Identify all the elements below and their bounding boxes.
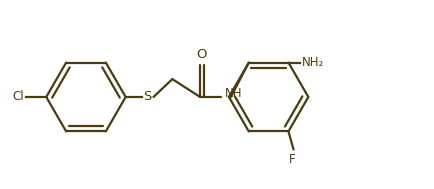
Text: Cl: Cl (13, 91, 24, 104)
Text: O: O (196, 48, 207, 61)
Text: S: S (143, 91, 151, 104)
Text: NH: NH (224, 87, 242, 100)
Text: F: F (289, 153, 295, 166)
Text: NH₂: NH₂ (302, 56, 324, 69)
